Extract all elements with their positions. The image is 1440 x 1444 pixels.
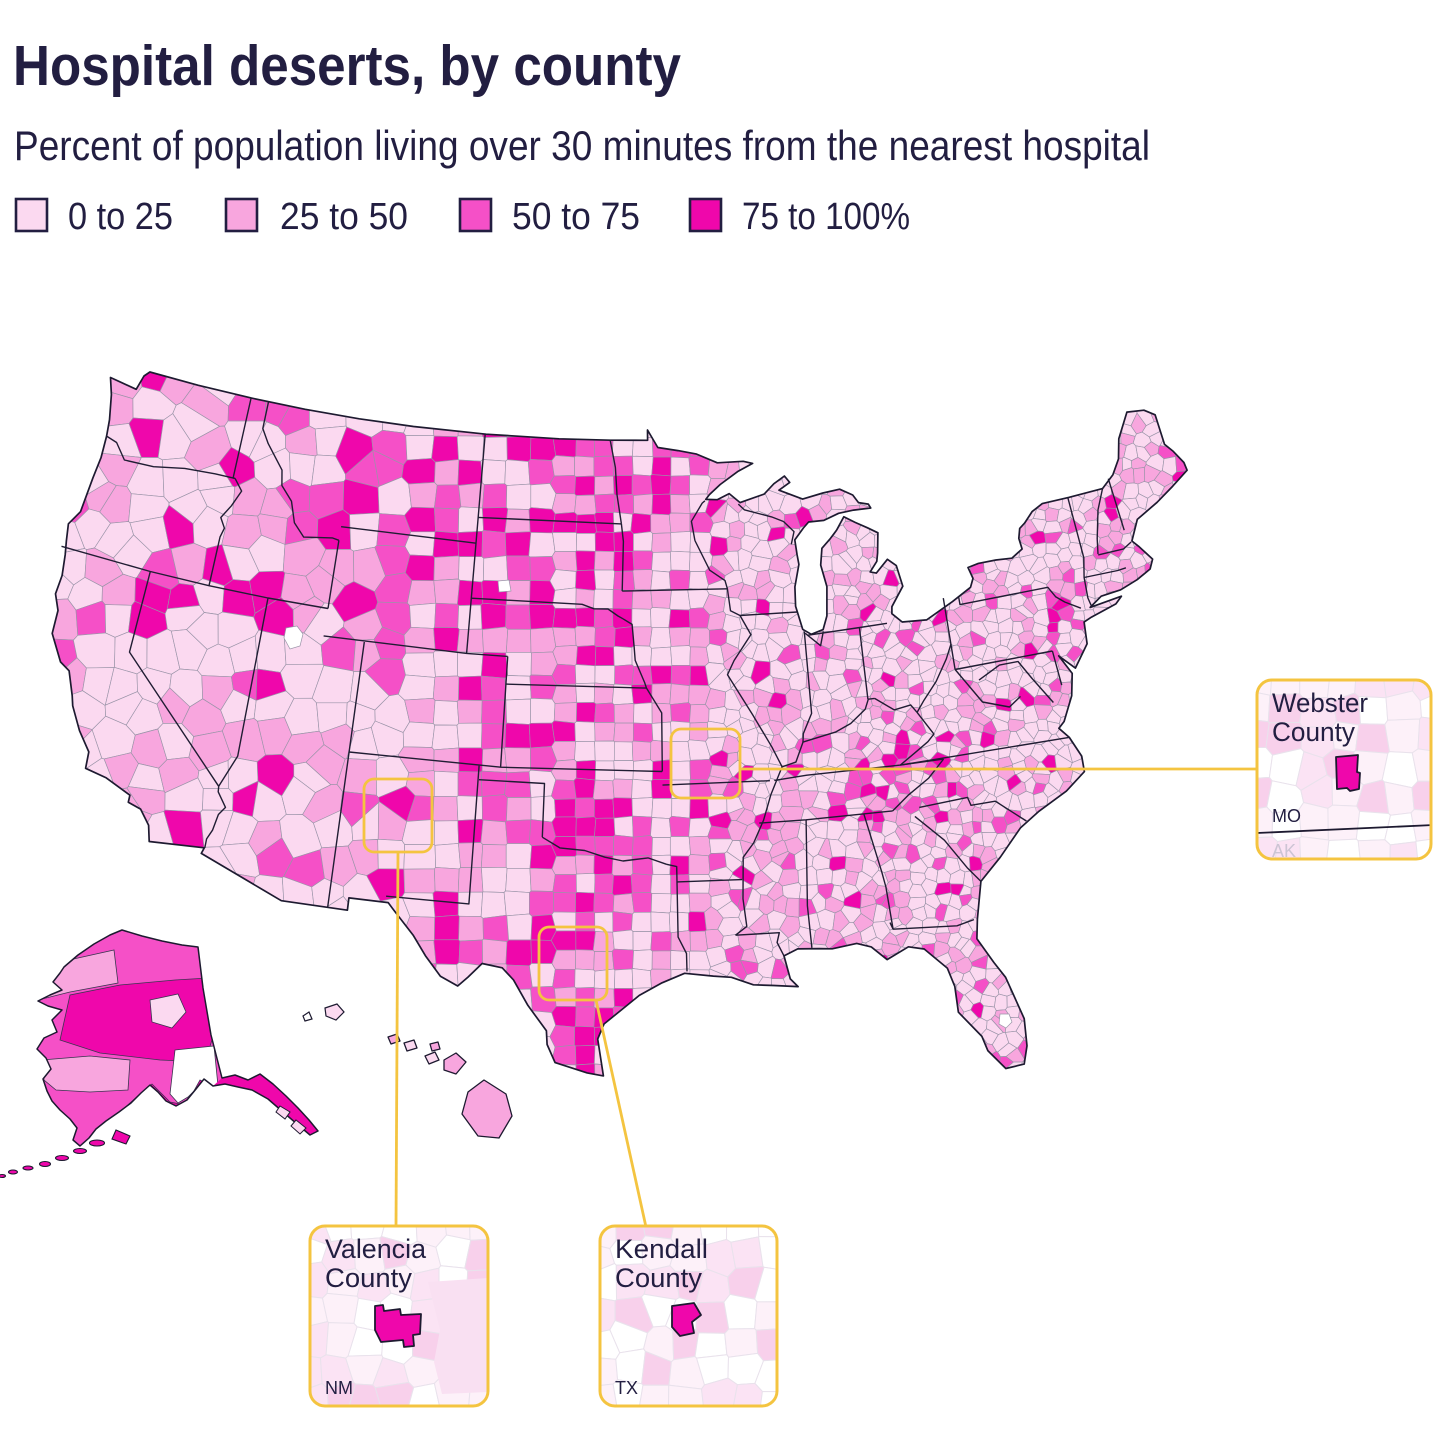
svg-text:0 to 25: 0 to 25 <box>68 196 173 238</box>
svg-text:Webster: Webster <box>1272 688 1368 718</box>
svg-text:25 to 50: 25 to 50 <box>280 196 408 238</box>
svg-text:Kendall: Kendall <box>615 1234 708 1264</box>
svg-text:MO: MO <box>1272 806 1301 826</box>
svg-text:Hospital deserts, by county: Hospital deserts, by county <box>13 34 681 98</box>
svg-text:Valencia: Valencia <box>325 1234 426 1264</box>
svg-text:TX: TX <box>615 1378 638 1398</box>
svg-text:County: County <box>615 1263 703 1293</box>
svg-text:AK: AK <box>1272 841 1296 861</box>
svg-text:Percent of population living o: Percent of population living over 30 min… <box>14 122 1150 169</box>
svg-text:NM: NM <box>325 1378 353 1398</box>
svg-text:County: County <box>325 1263 413 1293</box>
svg-text:50 to 75: 50 to 75 <box>512 196 640 238</box>
svg-text:75 to 100%: 75 to 100% <box>742 196 910 238</box>
svg-text:County: County <box>1272 717 1356 747</box>
